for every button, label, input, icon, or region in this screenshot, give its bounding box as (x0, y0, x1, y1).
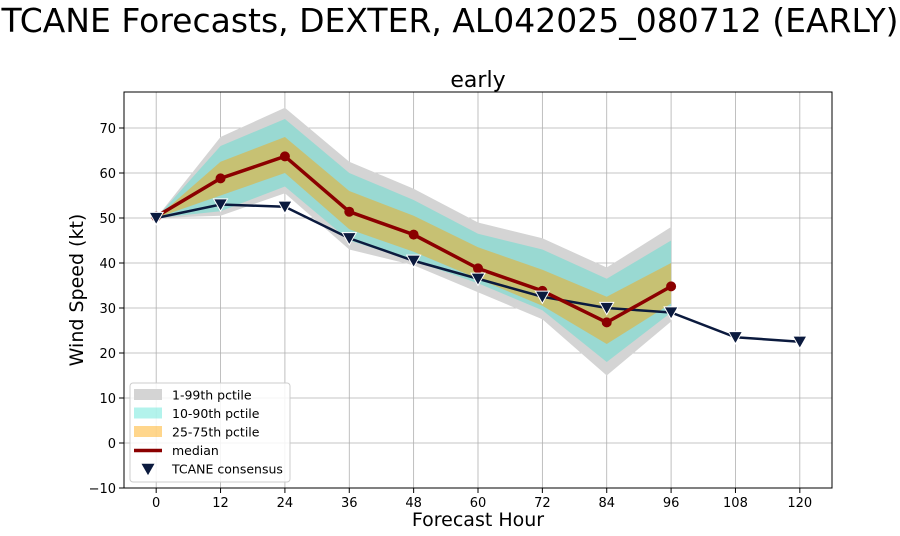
y-tick-label: 50 (99, 212, 116, 227)
x-tick-label: 96 (663, 496, 680, 511)
consensus-point (663, 306, 679, 321)
x-tick-label: 120 (787, 496, 812, 511)
legend-swatch (141, 463, 155, 476)
y-tick-label: 30 (99, 302, 116, 317)
median-point (215, 173, 226, 184)
x-axis-label: Forecast Hour (412, 509, 544, 531)
legend-label: 25-75th pctile (172, 425, 260, 440)
x-tick-label: 72 (534, 496, 551, 511)
legend-label: 1-99th pctile (172, 388, 252, 403)
y-tick-label: 60 (99, 167, 116, 182)
legend-label: median (172, 443, 219, 458)
legend-label: TCANE consensus (171, 462, 283, 477)
legend-swatch (134, 389, 162, 400)
x-tick-label: 0 (152, 496, 160, 511)
legend-swatch (134, 426, 162, 437)
median-point (601, 317, 612, 328)
legend-frame (129, 382, 291, 483)
consensus-point (212, 198, 229, 213)
consensus-point (727, 331, 744, 345)
series-lines (148, 151, 808, 350)
x-tick-label: 84 (598, 496, 615, 511)
consensus-point (534, 290, 551, 305)
band-0 (156, 107, 672, 376)
y-tick-label: 40 (99, 257, 116, 272)
y-tick-label: 10 (99, 392, 116, 407)
median-point (279, 151, 290, 162)
consensus-point (598, 301, 615, 316)
median-point (408, 229, 419, 240)
consensus-point (148, 211, 165, 226)
legend-swatch (134, 407, 162, 419)
y-axis-label: Wind Speed (kt) (66, 214, 88, 367)
consensus-point (405, 254, 422, 269)
x-tick-label: 36 (341, 496, 358, 511)
consensus-point (791, 335, 808, 350)
chart-title: early (450, 68, 505, 93)
axis-ticks: 0 12 24 36 48 60 72 84 96 108 120 −10 0 10 20 30 40 50 60 7… (89, 122, 813, 511)
median-point (344, 206, 355, 217)
consensus-point (470, 272, 486, 287)
y-tick-label: 0 (108, 437, 116, 452)
x-tick-label: 12 (212, 496, 229, 511)
y-tick-label: 20 (99, 347, 116, 362)
x-tick-label: 108 (723, 496, 748, 511)
median-point (473, 263, 483, 274)
x-tick-label: 24 (277, 496, 294, 511)
x-tick-label: 48 (405, 496, 422, 511)
consensus-point (341, 232, 358, 246)
y-tick-label: −10 (89, 482, 116, 497)
median-point (666, 281, 677, 292)
y-tick-label: 70 (99, 122, 116, 137)
figure-title: TCANE Forecasts, DEXTER, AL042025_080712… (1, 1, 899, 40)
x-tick-label: 60 (470, 496, 487, 511)
legend-label: 10-90th pctile (172, 406, 260, 421)
legend: 1-99th pctile 10-90th pctile 25-75th pctil… (129, 382, 291, 483)
consensus-point (277, 200, 293, 215)
